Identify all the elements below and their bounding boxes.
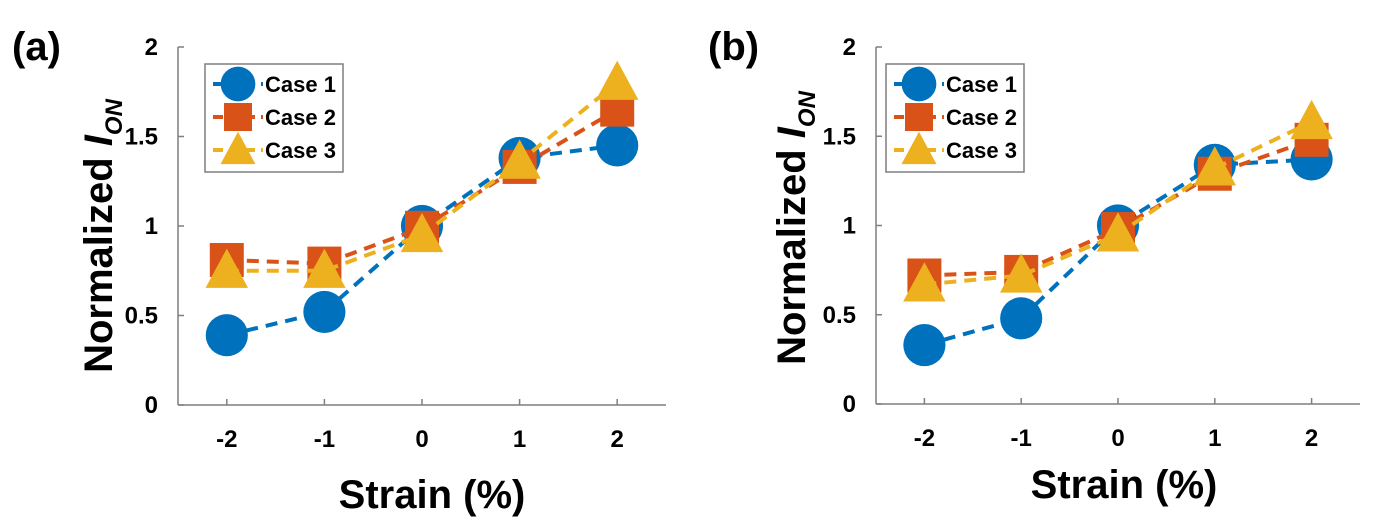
data-point (205, 314, 248, 357)
data-point (303, 248, 346, 288)
legend: Case 1 Case 2 Case 3 (204, 63, 344, 173)
y-axis-label: Normalized ION (77, 98, 128, 373)
y-tick-label: 2 (145, 34, 158, 61)
chart-panel-a: (a) 0 0.5 1 1.5 2 -2 -1 0 1 2 Strain (%) Normalized … (12, 25, 666, 517)
legend-marker (224, 103, 252, 131)
x-tick-label: 2 (1305, 425, 1318, 452)
x-tick-label: 0 (1111, 425, 1124, 452)
y-tick-label: 1 (843, 213, 856, 240)
y-tick-label: 0 (145, 392, 158, 419)
legend-marker (901, 66, 937, 102)
panel-label: (b) (708, 25, 759, 69)
legend-label: Case 3 (946, 138, 1017, 163)
legend-item: Case 2 (213, 103, 336, 131)
data-point (498, 139, 541, 179)
x-tick-label: 1 (513, 426, 526, 453)
data-point (205, 248, 249, 288)
y-tick-label: 2 (843, 34, 856, 61)
y-tick-label: 0 (843, 391, 856, 418)
data-point (1290, 99, 1333, 140)
legend-label: Case 1 (946, 72, 1017, 97)
x-tick-label: -2 (914, 425, 935, 452)
x-tick-label: 1 (1208, 425, 1221, 452)
y-tick-label: 1.5 (125, 124, 158, 151)
legend-item: Case 3 (213, 131, 336, 165)
legend-item: Case 3 (894, 131, 1017, 165)
legend-marker (901, 131, 937, 165)
y-axis-label: Normalized ION (770, 90, 821, 365)
x-tick-label: -1 (1011, 425, 1032, 452)
legend-marker (220, 131, 256, 165)
data-point (303, 290, 346, 334)
chart-panel-b: (b) 0 0.5 1 1.5 2 -2 -1 0 1 2 Strain (%) Normalized … (708, 25, 1360, 507)
x-tick-label: 0 (415, 426, 428, 453)
data-point (400, 212, 444, 253)
x-tick-label: -2 (216, 426, 237, 453)
data-point (903, 262, 946, 302)
legend: Case 1 Case 2 Case 3 (885, 63, 1025, 173)
series-line (923, 157, 1312, 348)
legend-label: Case 1 (265, 72, 336, 97)
y-tick-label: 1.5 (823, 123, 856, 150)
series-case-3 (205, 60, 639, 288)
series-case-3 (903, 99, 1333, 302)
legend-item: Case 1 (213, 66, 336, 102)
legend-item: Case 1 (894, 66, 1017, 102)
data-point (1193, 146, 1237, 186)
data-point (1096, 212, 1140, 252)
y-tick-label: 0.5 (823, 302, 856, 329)
data-point (999, 253, 1043, 293)
legend-label: Case 2 (265, 105, 336, 130)
panel-label: (a) (12, 25, 61, 69)
data-point (1000, 297, 1043, 340)
legend-label: Case 2 (946, 105, 1017, 130)
data-point (903, 324, 946, 367)
legend-marker (220, 66, 256, 102)
data-point (596, 124, 639, 167)
x-tick-label: -1 (314, 426, 335, 453)
x-tick-label: 2 (611, 426, 624, 453)
x-axis-label: Strain (%) (339, 473, 526, 517)
x-axis-label: Strain (%) (1031, 463, 1218, 507)
legend-item: Case 2 (894, 103, 1017, 131)
y-tick-label: 0.5 (125, 303, 158, 330)
y-tick-label: 1 (145, 213, 158, 240)
legend-label: Case 3 (265, 138, 336, 163)
data-point (595, 60, 639, 100)
legend-marker (905, 103, 933, 131)
